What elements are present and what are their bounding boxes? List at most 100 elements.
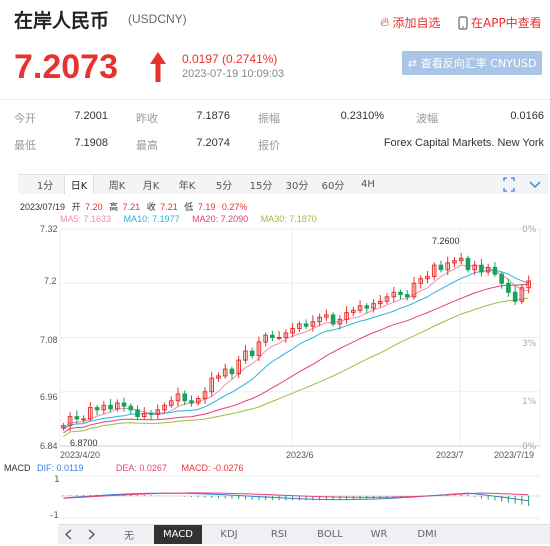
ma30-line xyxy=(63,297,529,437)
legend-ma30: MA30: 7.1870 xyxy=(261,214,317,224)
macd-value: MACD: -0.0276 xyxy=(181,463,243,473)
candle-body xyxy=(506,282,511,293)
candle-body xyxy=(216,375,221,379)
candle-body xyxy=(418,278,424,284)
tab-indicator-macd[interactable]: MACD xyxy=(154,525,202,544)
chart-grid xyxy=(59,228,541,447)
candle-body xyxy=(310,321,316,327)
candle-body xyxy=(472,264,477,271)
x-tick-label: 2023/6 xyxy=(286,450,314,460)
macd-panel xyxy=(60,475,540,519)
tab-1min[interactable]: 1分 xyxy=(36,181,54,192)
tab-indicator-dmi[interactable]: DMI xyxy=(417,529,437,540)
candle-body xyxy=(283,332,289,339)
stat-label-quote-source: 报价 xyxy=(258,139,280,152)
tab-4h[interactable]: 4H xyxy=(361,179,375,190)
candle-body xyxy=(384,296,390,302)
candle-body xyxy=(209,377,215,393)
candle-body xyxy=(458,257,464,262)
swap-icon: ⇄ xyxy=(407,56,417,70)
open-in-app-label: 在APP中查看 xyxy=(471,16,542,30)
stat-value-quote-source: Forex Capital Markets. New York xyxy=(383,137,544,149)
candlestick-chart[interactable]: 2023/07/19 开 7.20 高 7.21 收 7.21 低 7.19 0… xyxy=(0,196,550,524)
svg-text:MA5: 7.1633 MA10: 7.1977: MA5: 7.1633 MA10: 7.1977 MA20: 7.2090 MA… xyxy=(60,214,317,224)
reverse-rate-button[interactable]: ⇄ 查看反向汇率 CNYUSD xyxy=(402,51,542,75)
svg-text:2023/07/19 开 7.20: 2023/07/19 开 7.20 高 7.21 收 7.21 低 7.19 0… xyxy=(20,201,247,212)
candle-body xyxy=(61,425,66,429)
fullscreen-icon[interactable] xyxy=(502,175,516,194)
info-change: 0.27% xyxy=(222,202,248,212)
candle-body xyxy=(330,314,336,325)
candle-body xyxy=(357,305,363,311)
candle-body xyxy=(465,257,471,271)
info-open: 7.20 xyxy=(85,202,103,212)
pct-tick-label: 1% xyxy=(522,397,537,407)
candle-body xyxy=(391,291,397,298)
tab-daily[interactable]: 日K xyxy=(64,175,94,194)
tab-yearly[interactable]: 年K xyxy=(178,181,196,192)
candle-body xyxy=(364,305,370,309)
candle-body xyxy=(94,407,100,411)
candle-body xyxy=(202,391,208,400)
macd-tick: 1 xyxy=(54,475,60,485)
info-date: 2023/07/19 xyxy=(20,202,65,212)
indicator-tab-bar: 无 MACD KDJ RSI BOLL WR DMI xyxy=(58,524,550,544)
candle-body xyxy=(121,402,127,407)
current-price: 7.2073 xyxy=(14,48,118,86)
flame-icon: 🔥︎ xyxy=(380,15,390,30)
pct-tick-label: 3% xyxy=(522,339,537,349)
candle-body xyxy=(195,398,201,404)
x-tick-label: 2023/7 xyxy=(436,450,464,460)
add-watchlist-label: 添加自选 xyxy=(392,16,441,30)
candle-body xyxy=(128,405,134,411)
x-tick-label: 2023/7/19 xyxy=(494,450,534,460)
tab-30min[interactable]: 30分 xyxy=(285,181,309,192)
y-tick-label: 6.96 xyxy=(40,392,58,402)
stat-label-prev-close: 昨收 xyxy=(136,112,158,125)
candle-body xyxy=(398,291,403,296)
dea-line xyxy=(63,492,529,499)
candle-body xyxy=(249,350,255,357)
open-in-app-button[interactable]: 在APP中查看 xyxy=(458,14,542,31)
price-change: 0.0197 (0.2741%) xyxy=(182,52,278,66)
tab-indicator-wr[interactable]: WR xyxy=(370,529,388,540)
stat-value-high: 7.2074 xyxy=(196,137,230,149)
candle-body xyxy=(452,260,457,264)
tab-indicator-kdj[interactable]: KDJ xyxy=(220,529,238,540)
candle-body xyxy=(243,350,248,361)
candles xyxy=(61,252,531,432)
candle-body xyxy=(236,359,241,375)
tab-monthly[interactable]: 月K xyxy=(142,181,160,192)
candle-body xyxy=(337,318,343,325)
tab-5min[interactable]: 5分 xyxy=(215,181,233,192)
tab-60min[interactable]: 60分 xyxy=(321,181,345,192)
candle-body xyxy=(263,334,268,343)
x-tick-label: 2023/4/20 xyxy=(60,450,100,460)
tab-indicator-none[interactable]: 无 xyxy=(124,531,134,542)
tab-15min[interactable]: 15分 xyxy=(249,181,273,192)
macd-dea: DEA: 0.0267 xyxy=(116,463,167,473)
chevron-down-icon[interactable] xyxy=(528,175,542,194)
tab-indicator-boll[interactable]: BOLL xyxy=(317,529,343,540)
legend-ma5: MA5: 7.1633 xyxy=(60,214,111,224)
y-tick-label: 7.2 xyxy=(44,276,57,286)
chevron-left-icon[interactable] xyxy=(62,525,76,544)
candle-body xyxy=(155,409,161,415)
candle-body xyxy=(526,280,531,289)
candle-body xyxy=(425,275,430,280)
candle-body xyxy=(479,264,484,273)
candle-body xyxy=(182,393,188,402)
min-price-label: 6.8700 xyxy=(70,438,98,448)
stat-value-amplitude: 0.2310% xyxy=(340,110,384,122)
candle-body xyxy=(438,264,444,271)
tab-weekly[interactable]: 周K xyxy=(108,181,126,192)
candle-body xyxy=(222,368,228,377)
stat-label-high: 最高 xyxy=(136,139,158,152)
tab-indicator-rsi[interactable]: RSI xyxy=(270,529,288,540)
candle-body xyxy=(404,294,410,298)
add-watchlist-button[interactable]: 🔥︎ 添加自选 xyxy=(380,14,441,31)
moving-average-lines xyxy=(63,264,529,437)
candle-body xyxy=(411,282,417,298)
pct-tick-label: 0% xyxy=(522,442,537,452)
chevron-right-icon[interactable] xyxy=(84,525,98,544)
